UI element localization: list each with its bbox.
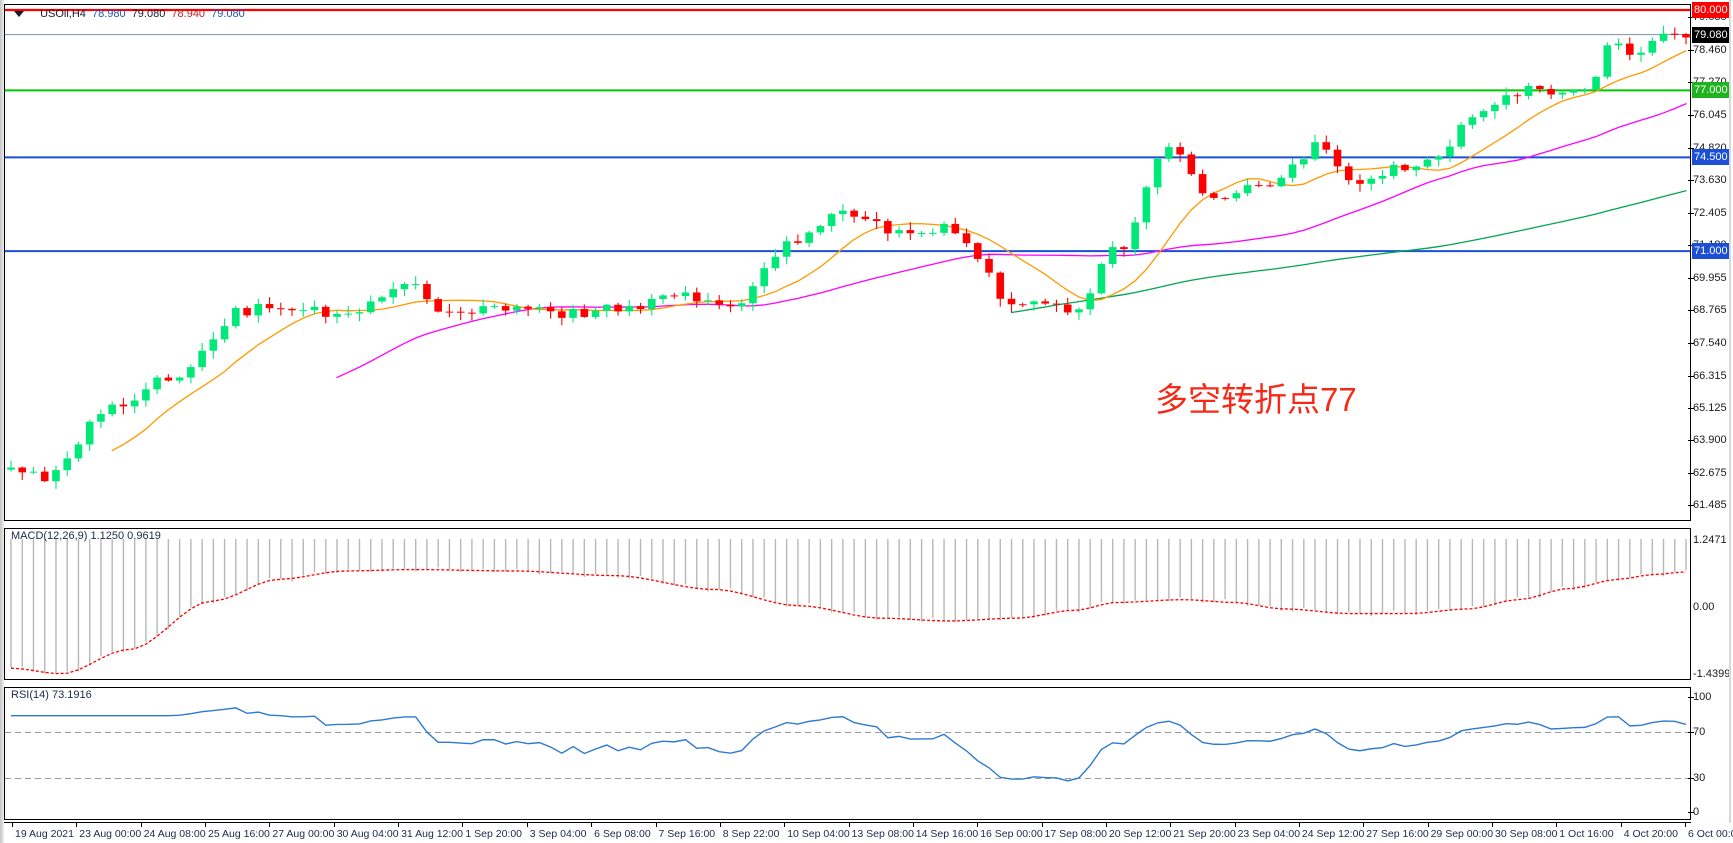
svg-text:多空转折点77: 多空转折点77: [1155, 381, 1357, 418]
